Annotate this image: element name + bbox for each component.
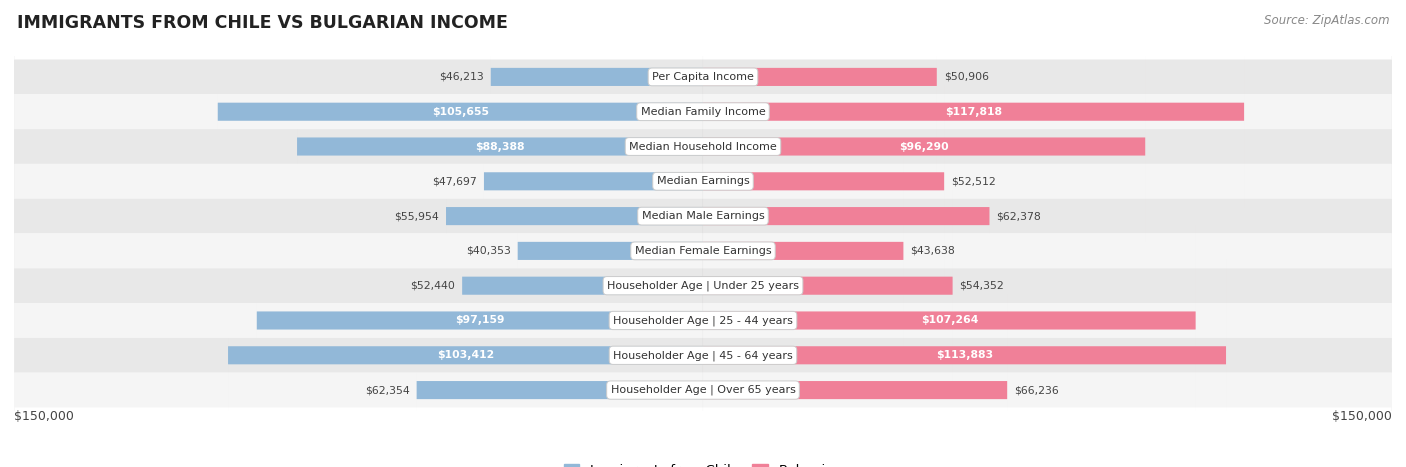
FancyBboxPatch shape	[517, 156, 703, 346]
Text: $107,264: $107,264	[921, 316, 979, 325]
FancyBboxPatch shape	[703, 295, 1007, 467]
FancyBboxPatch shape	[228, 260, 703, 451]
Text: Householder Age | 45 - 64 years: Householder Age | 45 - 64 years	[613, 350, 793, 361]
FancyBboxPatch shape	[703, 51, 1146, 242]
Text: $88,388: $88,388	[475, 142, 524, 151]
FancyBboxPatch shape	[703, 121, 990, 311]
Text: $96,290: $96,290	[900, 142, 949, 151]
FancyBboxPatch shape	[463, 191, 703, 381]
Text: $55,954: $55,954	[394, 211, 439, 221]
Text: $117,818: $117,818	[945, 107, 1002, 117]
Text: $103,412: $103,412	[437, 350, 494, 360]
Text: Median Female Earnings: Median Female Earnings	[634, 246, 772, 256]
Text: Source: ZipAtlas.com: Source: ZipAtlas.com	[1264, 14, 1389, 27]
FancyBboxPatch shape	[703, 260, 1226, 451]
FancyBboxPatch shape	[297, 51, 703, 242]
Text: $50,906: $50,906	[943, 72, 988, 82]
Text: $97,159: $97,159	[456, 316, 505, 325]
Text: Householder Age | Under 25 years: Householder Age | Under 25 years	[607, 281, 799, 291]
Text: $52,512: $52,512	[950, 177, 995, 186]
Text: $66,236: $66,236	[1014, 385, 1059, 395]
Text: $46,213: $46,213	[439, 72, 484, 82]
FancyBboxPatch shape	[416, 295, 703, 467]
Text: $52,440: $52,440	[411, 281, 456, 290]
Text: $40,353: $40,353	[465, 246, 510, 256]
Text: Median Household Income: Median Household Income	[628, 142, 778, 151]
Text: $62,354: $62,354	[366, 385, 409, 395]
FancyBboxPatch shape	[218, 16, 703, 207]
FancyBboxPatch shape	[703, 225, 1195, 416]
FancyBboxPatch shape	[484, 86, 703, 276]
FancyBboxPatch shape	[703, 156, 904, 346]
FancyBboxPatch shape	[14, 25, 1392, 467]
FancyBboxPatch shape	[14, 0, 1392, 408]
FancyBboxPatch shape	[14, 59, 1392, 467]
Text: $150,000: $150,000	[14, 410, 75, 423]
FancyBboxPatch shape	[703, 16, 1244, 207]
Text: $54,352: $54,352	[959, 281, 1004, 290]
Text: $62,378: $62,378	[997, 211, 1040, 221]
FancyBboxPatch shape	[257, 225, 703, 416]
Text: Householder Age | Over 65 years: Householder Age | Over 65 years	[610, 385, 796, 396]
Text: Per Capita Income: Per Capita Income	[652, 72, 754, 82]
Text: Median Male Earnings: Median Male Earnings	[641, 211, 765, 221]
Text: Householder Age | 25 - 44 years: Householder Age | 25 - 44 years	[613, 315, 793, 326]
FancyBboxPatch shape	[703, 191, 953, 381]
Text: $105,655: $105,655	[432, 107, 489, 117]
Text: Median Family Income: Median Family Income	[641, 107, 765, 117]
Text: Median Earnings: Median Earnings	[657, 177, 749, 186]
FancyBboxPatch shape	[491, 0, 703, 172]
FancyBboxPatch shape	[14, 0, 1392, 467]
FancyBboxPatch shape	[14, 94, 1392, 467]
Text: $47,697: $47,697	[432, 177, 477, 186]
Text: $113,883: $113,883	[936, 350, 993, 360]
Text: $43,638: $43,638	[910, 246, 955, 256]
Text: IMMIGRANTS FROM CHILE VS BULGARIAN INCOME: IMMIGRANTS FROM CHILE VS BULGARIAN INCOM…	[17, 14, 508, 32]
FancyBboxPatch shape	[14, 0, 1392, 373]
FancyBboxPatch shape	[446, 121, 703, 311]
FancyBboxPatch shape	[14, 129, 1392, 467]
Legend: Immigrants from Chile, Bulgarian: Immigrants from Chile, Bulgarian	[558, 459, 848, 467]
FancyBboxPatch shape	[703, 86, 945, 276]
FancyBboxPatch shape	[14, 0, 1392, 338]
FancyBboxPatch shape	[14, 0, 1392, 467]
FancyBboxPatch shape	[703, 0, 936, 172]
Text: $150,000: $150,000	[1331, 410, 1392, 423]
FancyBboxPatch shape	[14, 0, 1392, 442]
